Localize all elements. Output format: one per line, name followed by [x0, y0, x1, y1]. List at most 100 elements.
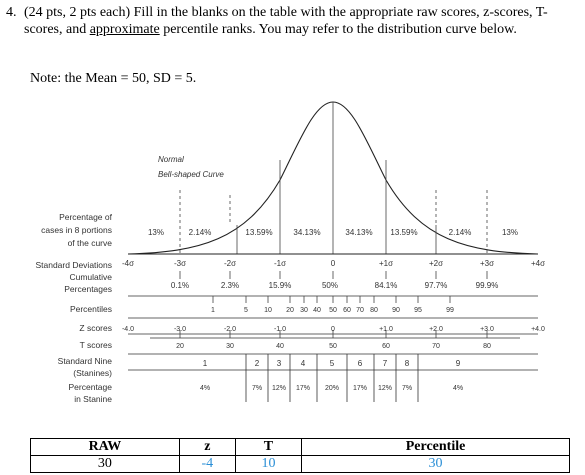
sd-label: +3σ	[480, 259, 494, 268]
stanine-pct-labels: 4% 7% 12% 17% 20% 17% 12% 7% 4%	[200, 385, 463, 392]
sd-label: +2σ	[429, 259, 443, 268]
label-pct-stanine-2: in Stanine	[74, 394, 112, 404]
percentile-label: 90	[392, 307, 400, 314]
header-percentile: Percentile	[301, 438, 570, 456]
percentile-label: 80	[370, 307, 378, 314]
note-text: Note: the Mean = 50, SD = 5.	[30, 71, 197, 86]
percentile-ticks	[212, 296, 451, 303]
stanine-pct-label: 4%	[453, 385, 463, 392]
label-pct-cases-3: of the curve	[68, 238, 113, 248]
header-z: z	[178, 438, 236, 456]
stanine-labels: 1 2 3 4 5 6 7 8 9	[203, 359, 461, 368]
answer-table-header: RAW z T Percentile	[30, 438, 570, 456]
label-stanine-1: Standard Nine	[58, 356, 113, 366]
sd-labels: -4σ -3σ -2σ -1σ 0 +1σ +2σ +3σ +4σ	[122, 259, 545, 268]
z-label: -3.0	[174, 326, 186, 333]
stanine-label: 9	[456, 359, 461, 368]
header-t: T	[234, 438, 303, 456]
sd-label: -3σ	[174, 259, 186, 268]
stanine-label: 5	[330, 359, 335, 368]
cumulative-label: 50%	[322, 281, 338, 290]
header-raw: RAW	[30, 438, 180, 456]
label-cum-1: Cumulative	[69, 272, 112, 282]
portion-label: 2.14%	[449, 228, 472, 237]
stanine-label: 4	[301, 359, 306, 368]
sd-label: +4σ	[531, 259, 545, 268]
percentile-label: 30	[300, 307, 308, 314]
stanine-label: 1	[203, 359, 208, 368]
percentile-label: 99	[446, 307, 454, 314]
label-stanine-2: (Stanines)	[73, 368, 112, 378]
cell-z[interactable]: -4	[178, 455, 236, 473]
percentile-label: 5	[244, 307, 248, 314]
cell-raw[interactable]: 30	[30, 455, 180, 473]
stanine-label: 6	[358, 359, 363, 368]
dashed-guides	[179, 190, 488, 254]
stanine-label: 3	[277, 359, 282, 368]
t-label: 50	[329, 343, 337, 350]
t-labels: 20 30 40 50 60 70 80	[176, 343, 491, 350]
percentile-label: 50	[329, 307, 337, 314]
curve-divisions	[236, 102, 437, 254]
cumulative-label: 15.9%	[269, 281, 292, 290]
sd-label: -1σ	[274, 259, 286, 268]
cumulative-label: 99.9%	[476, 281, 499, 290]
label-pct-stanine-1: Percentage	[69, 382, 113, 392]
percentile-label: 1	[211, 307, 215, 314]
portion-labels: 13% 2.14% 13.59% 34.13% 34.13% 13.59% 2.…	[148, 228, 518, 237]
curve-title-1: Normal	[158, 155, 184, 164]
stanine-pct-label: 12%	[378, 385, 392, 392]
answer-table: RAW z T Percentile 30 -4 10 30	[30, 438, 570, 473]
t-label: 30	[226, 343, 234, 350]
percentile-label: 40	[313, 307, 321, 314]
z-ticks	[179, 330, 488, 338]
z-label: +4.0	[531, 326, 545, 333]
cell-percentile[interactable]: 30	[301, 455, 570, 473]
percentile-label: 70	[356, 307, 364, 314]
stanine-label: 2	[255, 359, 260, 368]
label-sd: Standard Deviations	[35, 260, 112, 270]
z-labels: -4.0 -3.0 -2.0 -1.0 0 +1.0 +2.0 +3.0 +4.…	[122, 326, 545, 333]
portion-label: 13.59%	[390, 228, 417, 237]
t-label: 70	[432, 343, 440, 350]
stanine-grid	[128, 353, 538, 402]
z-label: -2.0	[224, 326, 236, 333]
question-text-underlined: approximate	[89, 22, 160, 37]
stanine-pct-label: 17%	[296, 385, 310, 392]
stanine-pct-label: 7%	[252, 385, 262, 392]
question-text: (24 pts, 2 pts each) Fill in the blanks …	[24, 4, 576, 38]
portion-label: 34.13%	[345, 228, 372, 237]
sd-label: -2σ	[224, 259, 236, 268]
percentile-label: 20	[286, 307, 294, 314]
stanine-pct-label: 7%	[402, 385, 412, 392]
portion-label: 34.13%	[293, 228, 320, 237]
z-label: -4.0	[122, 326, 134, 333]
label-pct-cases-2: cases in 8 portions	[41, 225, 112, 235]
percentile-label: 10	[264, 307, 272, 314]
sd-label: 0	[331, 259, 336, 268]
percentile-labels: 1 5 10 20 30 40 50 60 70 80 90 95 99	[211, 307, 454, 314]
label-percentiles: Percentiles	[70, 304, 112, 314]
z-label: +1.0	[379, 326, 393, 333]
t-label: 40	[276, 343, 284, 350]
portion-label: 13%	[502, 228, 518, 237]
stanine-pct-label: 20%	[325, 385, 339, 392]
stanine-label: 8	[405, 359, 410, 368]
t-label: 60	[382, 343, 390, 350]
cell-t[interactable]: 10	[234, 455, 303, 473]
percentile-label: 95	[414, 307, 422, 314]
label-pct-cases-1: Percentage of	[59, 212, 113, 222]
table-row: 30 -4 10 30	[30, 455, 570, 473]
question-number: 4.	[6, 5, 17, 20]
cumulative-labels: 0.1% 2.3% 15.9% 50% 84.1% 97.7% 99.9%	[171, 281, 498, 290]
cumulative-ticks	[179, 271, 488, 279]
z-label: +3.0	[480, 326, 494, 333]
stanine-pct-label: 12%	[272, 385, 286, 392]
curve-title-2: Bell-shaped Curve	[158, 170, 224, 179]
label-z: Z scores	[79, 323, 112, 333]
stanine-pct-label: 4%	[200, 385, 210, 392]
sd-label: -4σ	[122, 259, 134, 268]
stanine-pct-label: 17%	[353, 385, 367, 392]
cumulative-label: 97.7%	[425, 281, 448, 290]
